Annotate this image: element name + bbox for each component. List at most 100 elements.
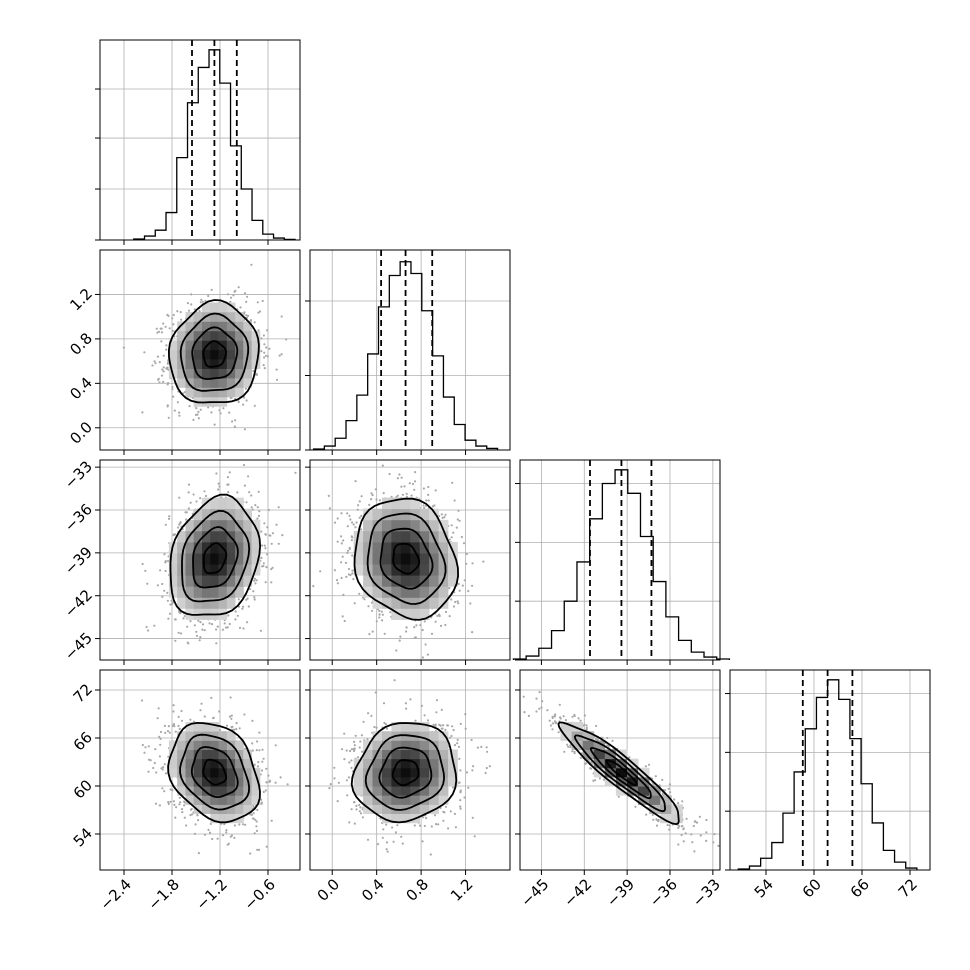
- sample-point: [247, 475, 250, 478]
- sample-point: [401, 493, 404, 496]
- density-cell: [391, 497, 402, 510]
- sample-point: [680, 834, 683, 837]
- density-cell: [202, 302, 211, 313]
- sample-point: [175, 806, 178, 809]
- sample-point: [146, 582, 149, 585]
- histogram-panel-2: [512, 459, 731, 661]
- sample-point: [260, 769, 264, 772]
- sample-point: [263, 544, 266, 547]
- sample-point: [275, 523, 278, 526]
- sample-point: [225, 724, 229, 727]
- density-cell: [627, 777, 639, 787]
- density-cell: [193, 749, 203, 760]
- density-cell: [363, 795, 373, 805]
- sample-point: [471, 631, 474, 634]
- sample-point: [253, 832, 256, 835]
- sample-point: [156, 584, 159, 587]
- sample-point: [152, 766, 155, 770]
- density-cell: [391, 740, 402, 750]
- sample-point: [174, 639, 177, 642]
- sample-point: [562, 715, 565, 718]
- density-cell: [218, 749, 228, 760]
- density-cell: [218, 312, 228, 322]
- sample-point: [430, 632, 434, 636]
- y-tick-label: 72: [70, 680, 96, 706]
- sample-point: [189, 501, 192, 504]
- sample-point: [147, 770, 150, 773]
- density-cell: [429, 758, 439, 769]
- sample-point: [245, 399, 248, 402]
- sample-point: [183, 800, 186, 803]
- sample-point: [263, 356, 266, 359]
- sample-point: [488, 765, 491, 768]
- y-tick-label: −42: [61, 586, 96, 621]
- x-tick-label: 60: [799, 875, 825, 901]
- density-cell: [177, 786, 186, 796]
- density-cell: [382, 749, 392, 760]
- sample-point: [573, 752, 576, 755]
- sample-point: [464, 713, 467, 716]
- sample-point: [153, 360, 156, 363]
- sample-point: [470, 738, 473, 742]
- density-cell: [226, 519, 236, 532]
- density-cell: [251, 795, 261, 805]
- density-cell: [218, 731, 228, 741]
- density-cell: [438, 749, 449, 760]
- sample-point: [451, 481, 454, 484]
- sample-point: [366, 738, 369, 741]
- density-cell: [218, 740, 228, 750]
- density-cell: [168, 349, 178, 360]
- sample-point: [378, 609, 381, 613]
- sample-point: [393, 679, 396, 682]
- density-cell: [391, 542, 402, 554]
- sample-point: [354, 480, 357, 483]
- sample-point: [471, 769, 474, 772]
- density-cell: [638, 786, 650, 796]
- sample-point: [378, 499, 381, 502]
- sample-point: [265, 346, 268, 349]
- density-cell: [400, 530, 411, 543]
- sample-point: [462, 542, 466, 545]
- density-cell: [202, 795, 211, 805]
- sample-point: [171, 388, 174, 391]
- sample-point: [186, 625, 189, 628]
- density-cell: [226, 302, 236, 313]
- sample-point: [178, 796, 181, 799]
- sample-point: [484, 771, 487, 775]
- sample-point: [388, 472, 391, 476]
- sample-point: [218, 485, 221, 488]
- density-cell: [235, 508, 244, 521]
- sample-point: [159, 737, 162, 741]
- density-cell: [226, 564, 236, 576]
- sample-point: [355, 808, 358, 811]
- sample-point: [149, 759, 152, 762]
- sample-point: [167, 755, 170, 758]
- density-cell: [226, 795, 236, 805]
- corner-panels: −2.4 −1.8 −1.2 −0.6 0.0 0.4 0.8 1.2 −45 −42 −39 −36…: [61, 39, 931, 914]
- sample-point: [172, 723, 175, 726]
- density-cell: [400, 777, 411, 787]
- sample-point: [242, 627, 245, 630]
- sample-point: [153, 624, 156, 627]
- sample-point: [427, 485, 430, 489]
- sample-point: [256, 808, 259, 812]
- density-cell: [177, 749, 186, 760]
- density-cell: [168, 553, 178, 565]
- density-cell: [202, 378, 211, 388]
- sample-point: [357, 504, 360, 507]
- density-cell: [251, 553, 261, 565]
- sample-point: [548, 719, 551, 722]
- sample-point: [583, 714, 587, 717]
- density-cell: [400, 553, 411, 565]
- sample-point: [230, 296, 233, 299]
- sample-point: [195, 407, 198, 410]
- density-cell: [235, 740, 244, 750]
- sample-point: [585, 724, 588, 727]
- density-cell: [202, 542, 211, 554]
- x-tick-label: −1.8: [145, 875, 183, 913]
- density-cell: [382, 553, 392, 565]
- density-cell: [251, 530, 261, 543]
- sample-point: [178, 611, 181, 614]
- sample-point: [457, 602, 460, 605]
- sample-point: [422, 816, 425, 819]
